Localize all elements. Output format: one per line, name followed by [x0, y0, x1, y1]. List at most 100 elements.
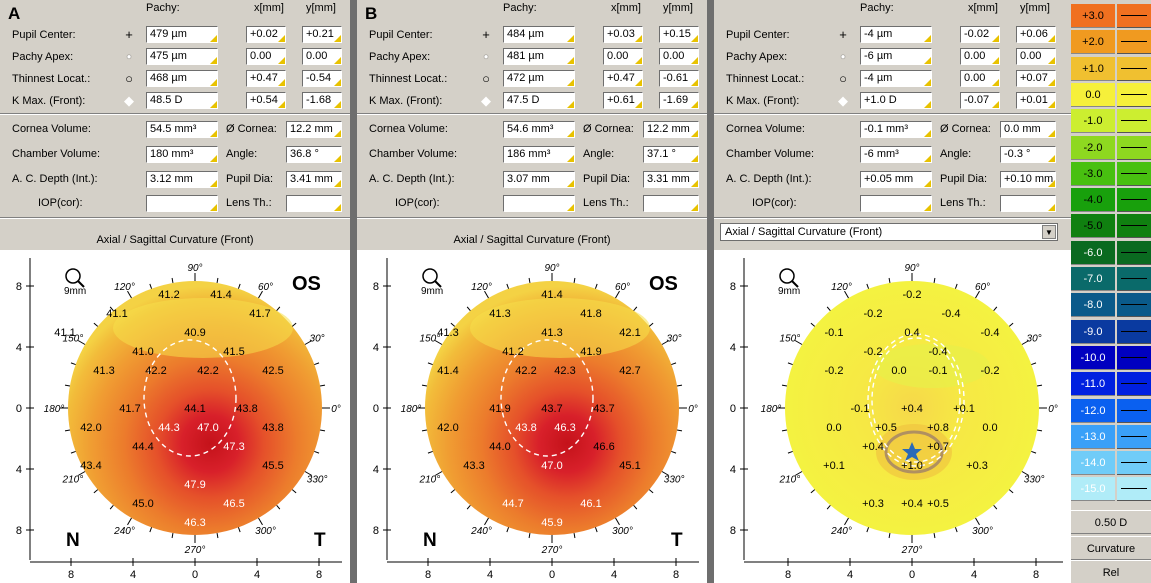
chevron-down-icon[interactable]: ▼ [1042, 225, 1056, 239]
map-value: 42.5 [262, 365, 283, 377]
pachy-value-field[interactable]: 47.5 D [503, 92, 575, 109]
cornea-dia-field[interactable]: 12.2 mm [643, 121, 699, 138]
step-size-value[interactable]: 0.50 D [1071, 510, 1151, 534]
eye-label: OS [292, 273, 321, 295]
angle-field[interactable]: 37.1 ° [643, 146, 699, 163]
map-value: 47.9 [184, 479, 205, 491]
map-value: +0.1 [953, 403, 975, 415]
iop-label: IOP(cor): [395, 197, 440, 209]
x-value-field[interactable]: 0.00 [960, 48, 1000, 65]
map-value: 41.2 [158, 289, 179, 301]
cornea-dia-field[interactable]: 0.0 mm [1000, 121, 1056, 138]
x-value-field[interactable]: +0.47 [603, 70, 643, 87]
chamber-volume-field[interactable]: 180 mm³ [146, 146, 218, 163]
degree-tick [427, 450, 433, 454]
pupil-dia-field[interactable]: +0.10 mm [1000, 171, 1056, 188]
y-value-field[interactable]: -1.69 [659, 92, 699, 109]
pachy-value-field[interactable]: 479 µm [146, 26, 218, 43]
degree-tick [594, 527, 598, 533]
map-value: 43.7 [593, 403, 614, 415]
lens-field[interactable] [286, 195, 342, 212]
chamber-volume-field[interactable]: 186 mm³ [503, 146, 575, 163]
row-label: Pachy Apex: [369, 51, 431, 63]
scale-color-bar [1117, 240, 1151, 265]
x-value-field[interactable]: +0.54 [246, 92, 286, 109]
pupil-dia-label: Pupil Dia: [583, 173, 631, 185]
map-type-dropdown[interactable]: Axial / Sagittal Curvature (Front) ▼ [720, 223, 1058, 241]
pachy-value-field[interactable]: 472 µm [503, 70, 575, 87]
pachy-value-field[interactable]: 481 µm [503, 48, 575, 65]
pachy-value-field[interactable]: 468 µm [146, 70, 218, 87]
cornea-volume-field[interactable]: 54.5 mm³ [146, 121, 218, 138]
map-value: 40.9 [184, 327, 205, 339]
iop-label: IOP(cor): [38, 197, 83, 209]
x-value-field[interactable]: +0.61 [603, 92, 643, 109]
y-value-field[interactable]: -0.54 [302, 70, 342, 87]
cornea-volume-field[interactable]: 54.6 mm³ [503, 121, 575, 138]
y-value-field[interactable]: -0.61 [659, 70, 699, 87]
degree-label: 60° [975, 282, 990, 293]
pachy-value-field[interactable]: -4 µm [860, 26, 932, 43]
x-value-field[interactable]: -0.07 [960, 92, 1000, 109]
chamber-volume-field[interactable]: -6 mm³ [860, 146, 932, 163]
panel-divider [350, 0, 357, 583]
display-mode-button[interactable]: Curvature [1071, 536, 1151, 560]
y-value-field[interactable]: +0.21 [302, 26, 342, 43]
x-value-field[interactable]: 0.00 [603, 48, 643, 65]
map-value: 41.9 [489, 403, 510, 415]
scale-value-cell: -3.0 [1071, 161, 1115, 186]
x-value-field[interactable]: +0.02 [246, 26, 286, 43]
pachy-value-field[interactable]: 484 µm [503, 26, 575, 43]
scale-color-bar [1117, 293, 1151, 318]
column-header-pachy: Pachy: [860, 2, 894, 14]
degree-label: 120° [114, 282, 135, 293]
iop-field[interactable] [146, 195, 218, 212]
pupil-dia-field[interactable]: 3.31 mm [643, 171, 699, 188]
magnifier-handle [791, 280, 799, 288]
y-value-field[interactable]: +0.06 [1016, 26, 1056, 43]
ac-depth-field[interactable]: 3.12 mm [146, 171, 218, 188]
x-value-field[interactable]: +0.47 [246, 70, 286, 87]
degree-tick [933, 277, 936, 284]
y-value-field[interactable]: -1.68 [302, 92, 342, 109]
cornea-dia-field[interactable]: 12.2 mm [286, 121, 342, 138]
cornea-volume-field[interactable]: -0.1 mm³ [860, 121, 932, 138]
zoom-label: 9mm [421, 286, 443, 297]
lens-field[interactable] [643, 195, 699, 212]
degree-tick [319, 384, 326, 387]
pachy-value-field[interactable]: -4 µm [860, 70, 932, 87]
map-value: +0.4 [901, 403, 923, 415]
angle-field[interactable]: 36.8 ° [286, 146, 342, 163]
x-value-field[interactable]: 0.00 [960, 70, 1000, 87]
y-value-field[interactable]: 0.00 [659, 48, 699, 65]
iop-field[interactable] [503, 195, 575, 212]
y-value-field[interactable]: 0.00 [1016, 48, 1056, 65]
angle-field[interactable]: -0.3 ° [1000, 146, 1056, 163]
degree-label: 300° [972, 526, 993, 537]
pachy-value-field[interactable]: 475 µm [146, 48, 218, 65]
scale-value-cell: -12.0 [1071, 398, 1115, 423]
y-value-field[interactable]: +0.15 [659, 26, 699, 43]
pupil-outline [500, 339, 594, 457]
pachy-value-field[interactable]: +1.0 D [860, 92, 932, 109]
y-value-field[interactable]: 0.00 [302, 48, 342, 65]
iop-field[interactable] [860, 195, 932, 212]
pupil-dia-field[interactable]: 3.41 mm [286, 171, 342, 188]
relative-mode-button[interactable]: Rel [1071, 560, 1151, 583]
ac-depth-field[interactable]: +0.05 mm [860, 171, 932, 188]
lens-field[interactable] [1000, 195, 1056, 212]
ac-depth-field[interactable]: 3.07 mm [503, 171, 575, 188]
map-value: +0.4 [901, 498, 923, 510]
map-value: 46.3 [184, 517, 205, 529]
pachy-value-field[interactable]: -6 µm [860, 48, 932, 65]
magnifier-icon [779, 268, 799, 288]
pachy-value-field[interactable]: 48.5 D [146, 92, 218, 109]
x-value-field[interactable]: +0.03 [603, 26, 643, 43]
angle-label: Angle: [226, 148, 258, 160]
bottom-tick-label: 8 [673, 569, 679, 581]
x-value-field[interactable]: -0.02 [960, 26, 1000, 43]
degree-tick [304, 471, 313, 476]
y-value-field[interactable]: +0.01 [1016, 92, 1056, 109]
x-value-field[interactable]: 0.00 [246, 48, 286, 65]
y-value-field[interactable]: +0.07 [1016, 70, 1056, 87]
